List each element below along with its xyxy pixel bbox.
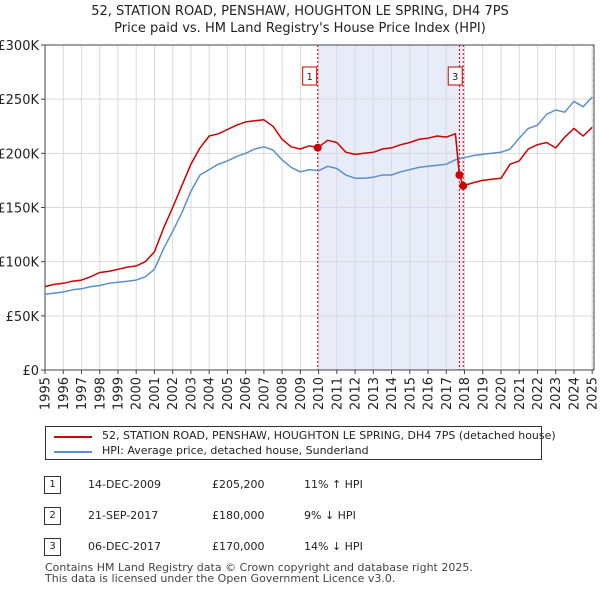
x-tick-label: 2016: [422, 377, 437, 410]
transaction-row: 2 21-SEP-2017 £180,000 9% ↓ HPI: [44, 507, 564, 525]
transaction-hpi: 11% ↑ HPI: [304, 478, 363, 491]
y-tick-label: £0: [22, 364, 39, 379]
transaction-date: 06-DEC-2017: [88, 540, 162, 553]
sale-point: [459, 181, 468, 190]
x-tick-label: 2007: [257, 377, 272, 410]
x-tick-label: 2012: [349, 377, 364, 410]
sale-point: [313, 143, 322, 152]
transaction-hpi: 14% ↓ HPI: [304, 540, 363, 553]
legend-swatch-hpi: [54, 451, 92, 453]
y-tick-label: £300K: [0, 39, 39, 54]
x-tick-label: 2015: [403, 377, 418, 410]
x-tick-label: 2000: [130, 377, 145, 410]
x-tick-label: 2006: [239, 377, 254, 410]
transaction-price: £205,200: [212, 478, 265, 491]
x-tick-label: 1995: [39, 377, 54, 410]
transaction-number: 2: [44, 507, 61, 525]
transaction-row: 3 06-DEC-2017 £170,000 14% ↓ HPI: [44, 538, 564, 556]
x-tick-label: 2021: [513, 377, 528, 410]
x-tick-label: 2002: [166, 377, 181, 410]
x-tick-label: 2014: [385, 377, 400, 410]
x-tick-label: 2008: [276, 377, 291, 410]
legend-label-hpi: HPI: Average price, detached house, Sund…: [102, 444, 369, 457]
x-tick-label: 2019: [476, 377, 491, 410]
transaction-date: 21-SEP-2017: [88, 509, 159, 522]
x-tick-label: 1999: [112, 377, 127, 410]
series-line: [44, 96, 593, 295]
x-tick-label: 1996: [57, 377, 72, 410]
series-line: [44, 119, 593, 288]
footer-licence: This data is licensed under the Open Gov…: [45, 572, 396, 585]
legend-label-price: 52, STATION ROAD, PENSHAW, HOUGHTON LE S…: [102, 429, 556, 442]
x-tick-label: 1997: [75, 377, 90, 410]
x-tick-label: 2009: [294, 377, 309, 410]
sale-label-box: [302, 66, 318, 86]
transaction-number: 3: [44, 538, 61, 556]
transaction-price: £170,000: [212, 540, 265, 553]
transaction-hpi: 9% ↓ HPI: [304, 509, 356, 522]
y-tick-label: £150K: [0, 202, 39, 217]
x-tick-label: 2003: [184, 377, 199, 410]
sale-label-text: 1: [306, 72, 312, 83]
x-tick-label: 2024: [567, 377, 582, 410]
x-tick-label: 2010: [312, 377, 327, 410]
legend-swatch-price: [54, 436, 92, 438]
x-tick-label: 2004: [203, 377, 218, 410]
x-tick-label: 2001: [148, 377, 163, 410]
transaction-date: 14-DEC-2009: [88, 478, 162, 491]
y-tick-label: £250K: [0, 93, 39, 108]
x-tick-label: 2005: [221, 377, 236, 410]
chart-title: 52, STATION ROAD, PENSHAW, HOUGHTON LE S…: [91, 4, 509, 19]
x-tick-label: 2023: [549, 377, 564, 410]
y-tick-label: £100K: [0, 256, 39, 271]
sale-label-box: [447, 66, 463, 86]
legend: 52, STATION ROAD, PENSHAW, HOUGHTON LE S…: [45, 426, 556, 460]
x-tick-label: 2018: [458, 377, 473, 410]
sale-label-text: 3: [452, 72, 458, 83]
future-region: [592, 45, 594, 370]
y-tick-label: £200K: [0, 147, 39, 162]
x-tick-label: 2025: [586, 377, 600, 410]
x-tick-label: 2022: [531, 377, 546, 410]
transaction-price: £180,000: [212, 509, 265, 522]
y-tick-label: £50K: [6, 310, 40, 325]
transaction-number: 1: [44, 476, 61, 494]
x-tick-label: 1998: [93, 377, 108, 410]
sale-point: [455, 171, 464, 179]
x-tick-label: 2017: [440, 377, 455, 410]
x-tick-label: 2011: [330, 377, 345, 410]
chart-subtitle: Price paid vs. HM Land Registry's House …: [114, 21, 486, 36]
x-tick-label: 2020: [495, 377, 510, 410]
x-tick-label: 2013: [367, 377, 382, 410]
footer-copyright: Contains HM Land Registry data © Crown c…: [45, 561, 473, 574]
transaction-row: 1 14-DEC-2009 £205,200 11% ↑ HPI: [44, 476, 564, 494]
